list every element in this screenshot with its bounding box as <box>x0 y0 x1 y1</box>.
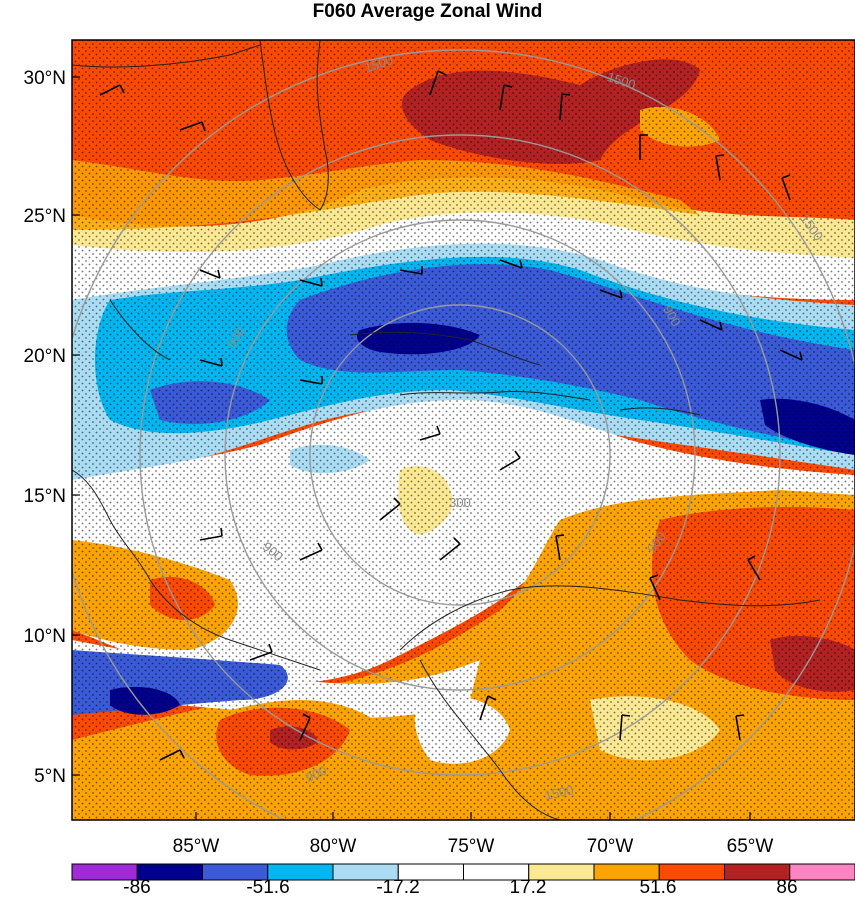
colorbar-label: -86 <box>123 877 150 898</box>
plot-title: F060 Average Zonal Wind <box>312 1 543 22</box>
colorbar-label: 17.2 <box>510 877 547 898</box>
colorbar-label: 86 <box>776 877 797 898</box>
lon-label: 70°W <box>587 836 634 857</box>
colorbar-label: -17.2 <box>376 877 419 898</box>
lat-label: 20°N <box>24 346 66 367</box>
colorbar <box>71 863 855 881</box>
lat-label: 10°N <box>24 626 66 647</box>
coastlines <box>72 40 821 820</box>
plot-border <box>71 39 855 821</box>
lat-label: 15°N <box>24 486 66 507</box>
lon-label: 65°W <box>727 836 774 857</box>
longitude-ticks <box>195 812 751 820</box>
range-rings <box>72 49 855 820</box>
significance-stipple <box>72 40 855 820</box>
plot-area: 300 900 900 900 1500 1500 1500 900 900 1… <box>72 40 855 820</box>
lon-label: 75°W <box>448 836 495 857</box>
ring-label: 300 <box>449 495 471 510</box>
colorbar-label: 51.6 <box>640 877 677 898</box>
colorbar-box <box>789 863 855 881</box>
wind-barbs <box>99 70 803 761</box>
colorbar-label: -51.6 <box>246 877 289 898</box>
lon-label: 80°W <box>310 836 357 857</box>
lat-label: 30°N <box>24 68 66 89</box>
ring-label: 1500 <box>543 782 574 803</box>
latitude-ticks <box>72 76 80 776</box>
lat-label: 25°N <box>24 206 66 227</box>
lon-label: 85°W <box>173 836 220 857</box>
lat-label: 5°N <box>34 766 66 787</box>
